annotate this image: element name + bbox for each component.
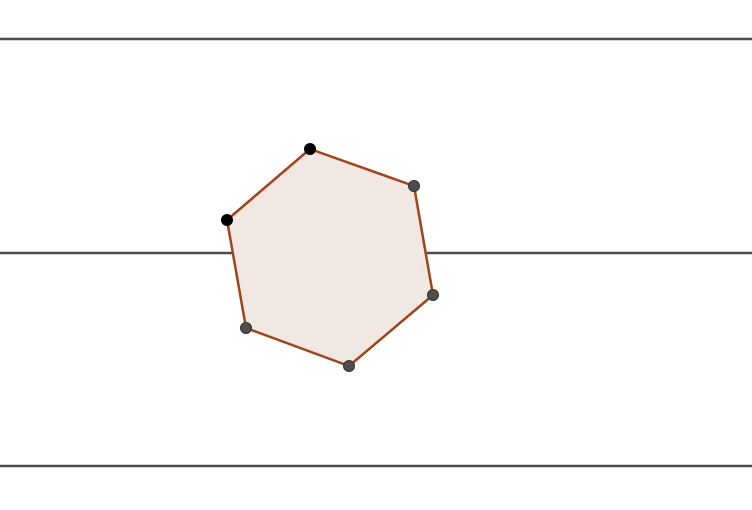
vertex-lower-right[interactable]	[427, 289, 439, 301]
vertex-free-top[interactable]	[304, 143, 316, 155]
vertex-lower-left[interactable]	[240, 322, 252, 334]
hexagon[interactable]	[225, 147, 435, 368]
vertex-upper-right[interactable]	[408, 180, 420, 192]
vertex-bottom[interactable]	[343, 360, 355, 372]
vertex-free-left[interactable]	[221, 214, 233, 226]
